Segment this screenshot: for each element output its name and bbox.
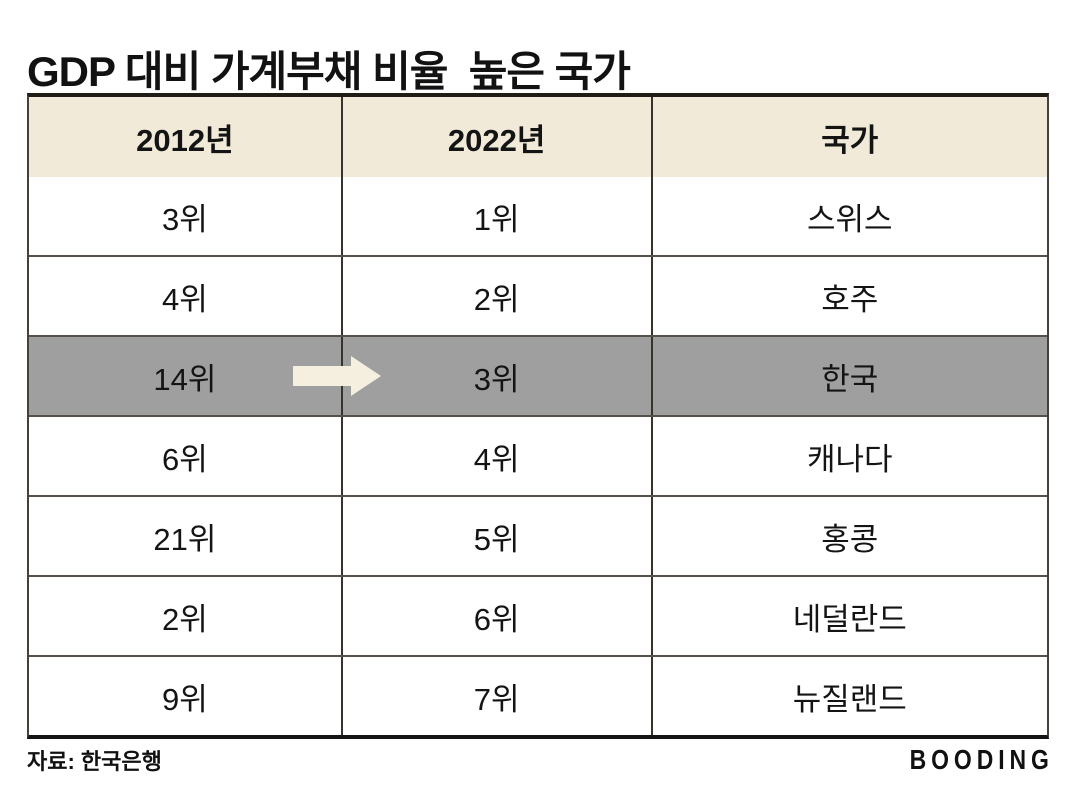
brand-logo: BOODING xyxy=(909,744,1054,775)
header-2012: 2012년 xyxy=(136,122,234,158)
cell-rank-2022: 2위 xyxy=(340,257,651,335)
cell-rank-2012: 4위 xyxy=(162,281,208,317)
cell-rank-2012: 9위 xyxy=(162,681,208,717)
cell-rank-2012: 2위 xyxy=(162,601,208,637)
right-arrow-icon xyxy=(293,356,381,396)
cell-rank-2012: 21위 xyxy=(153,521,217,557)
header-country: 국가 xyxy=(650,97,1047,177)
source-credit: 자료: 한국은행 xyxy=(27,749,162,774)
cell-rank-2012: 6위 xyxy=(162,441,208,477)
table-header-row: 2012년 2022년 국가 xyxy=(29,97,1047,177)
table-row: 14위 3위 한국 xyxy=(29,335,1047,415)
table-row: 4위 2위 호주 xyxy=(29,255,1047,335)
cell-rank-2022: 1위 xyxy=(340,177,651,255)
table-row: 6위 4위 캐나다 xyxy=(29,415,1047,495)
header-2022: 2022년 xyxy=(340,97,651,177)
table-row: 21위 5위 홍콩 xyxy=(29,495,1047,575)
table-row: 2위 6위 네덜란드 xyxy=(29,575,1047,655)
cell-country: 캐나다 xyxy=(650,417,1047,495)
cell-rank-2022: 7위 xyxy=(340,657,651,735)
cell-rank-2022: 4위 xyxy=(340,417,651,495)
cell-country: 스위스 xyxy=(650,177,1047,255)
cell-rank-2022: 3위 xyxy=(340,337,651,415)
table-row: 3위 1위 스위스 xyxy=(29,177,1047,255)
cell-rank-2022: 6위 xyxy=(340,577,651,655)
cell-country: 홍콩 xyxy=(650,497,1047,575)
cell-rank-2012: 3위 xyxy=(162,201,208,237)
table-body: 3위 1위 스위스 4위 2위 호주 14위 3위 한국 6위 xyxy=(29,177,1047,735)
table-row: 9위 7위 뉴질랜드 xyxy=(29,655,1047,735)
cell-country: 한국 xyxy=(650,337,1047,415)
cell-rank-2012: 14위 xyxy=(153,361,217,397)
footer: 자료: 한국은행 BOODING xyxy=(27,744,1049,776)
cell-country: 뉴질랜드 xyxy=(650,657,1047,735)
ranking-table: 2012년 2022년 국가 3위 1위 스위스 4위 2위 호주 14위 3위… xyxy=(27,93,1049,739)
cell-country: 호주 xyxy=(650,257,1047,335)
page-title: GDP 대비 가계부채 비율 높은 국가 xyxy=(27,48,631,96)
cell-rank-2022: 5위 xyxy=(340,497,651,575)
cell-country: 네덜란드 xyxy=(650,577,1047,655)
